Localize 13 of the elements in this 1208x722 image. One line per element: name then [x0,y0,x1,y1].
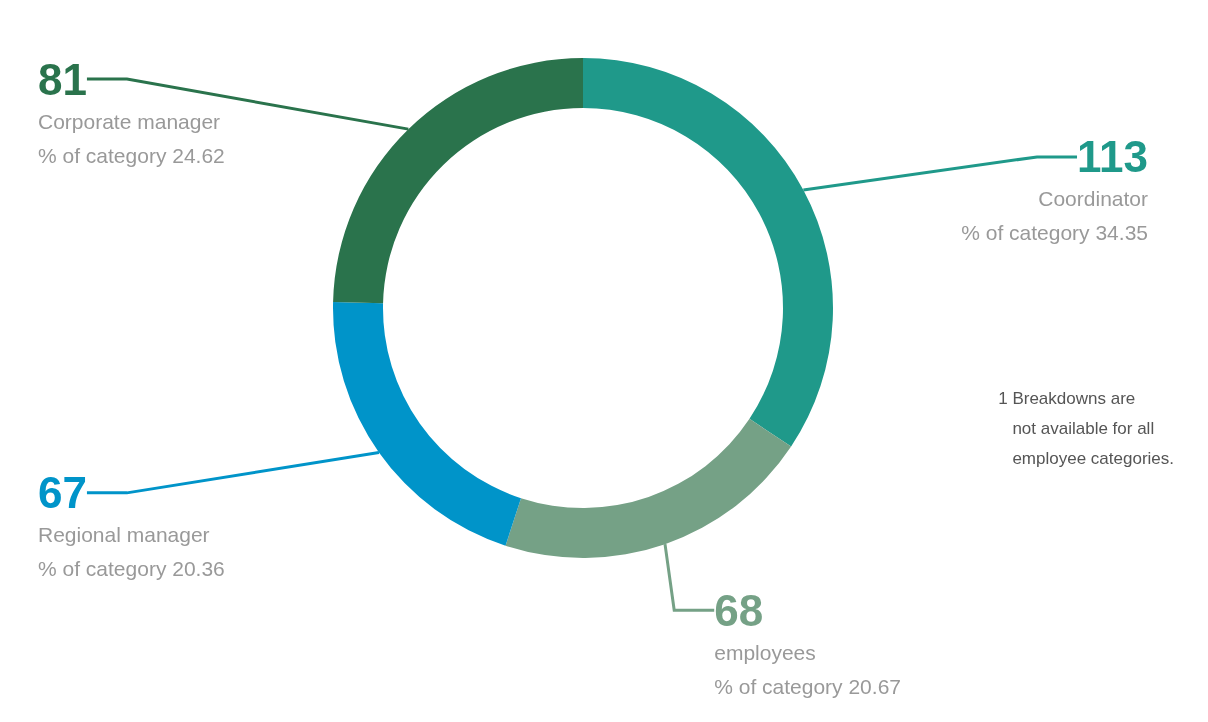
text: % of category 20.36 [38,557,225,581]
data-label: 113 [1077,132,1148,182]
text: 1 Breakdowns are not available for all employee categories. [998,388,1174,468]
text: % of category 20.67 [714,674,902,698]
text: % of category 24.62 [38,143,225,167]
slice-label: Regional manager [38,523,210,547]
slice-label: employees [714,640,816,664]
text: % of category 34.35 [961,221,1148,245]
slice-label: Corporate manager [38,109,221,133]
data-label: 81 [38,54,87,104]
data-label: 68 [714,585,764,635]
data-label: 67 [38,468,87,518]
slice-label: Coordinator [1038,187,1148,211]
